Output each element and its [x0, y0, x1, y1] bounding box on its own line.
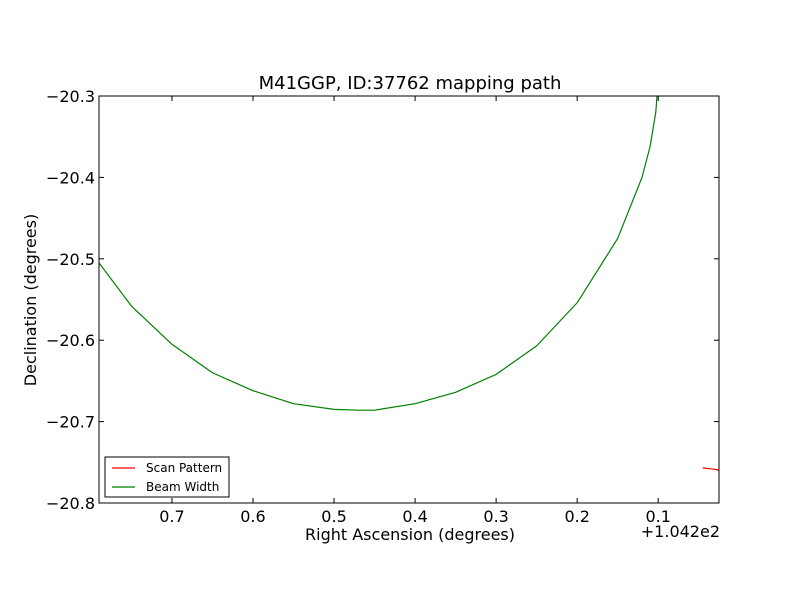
y-tick-label: −20.3 — [46, 87, 95, 106]
y-axis-label: Declination (degrees) — [21, 214, 40, 386]
y-tick-label: −20.5 — [46, 250, 95, 269]
x-axis-label: Right Ascension (degrees) — [305, 525, 515, 544]
y-tick-label: −20.6 — [46, 331, 95, 350]
x-tick-label: 0.1 — [645, 507, 670, 526]
x-tick-label: 0.3 — [483, 507, 508, 526]
legend: Scan Pattern Beam Width — [104, 456, 230, 498]
x-axis-offset-label: +1.042e2 — [641, 522, 720, 541]
legend-label-scan-pattern: Scan Pattern — [146, 461, 222, 475]
x-tick-label: 0.6 — [240, 507, 265, 526]
series-layer — [99, 96, 719, 472]
legend-box — [104, 456, 230, 498]
x-tick-label: 0.7 — [159, 507, 184, 526]
x-tick-label: 0.5 — [321, 507, 346, 526]
y-tick-label: −20.8 — [46, 494, 95, 513]
x-tick-label: 0.4 — [402, 507, 427, 526]
y-axis-ticks: −20.3 −20.4 −20.5 −20.6 −20.7 −20.8 — [46, 87, 719, 513]
plot-area: 0.7 0.6 0.5 0.4 0.3 0.2 0.1 −20.3−20.4−20.5−20… — [46, 87, 720, 526]
chart-title: M41GGP, ID:37762 mapping path — [259, 73, 562, 94]
y-tick-label: −20.4 — [46, 168, 95, 187]
x-axis-ticks: 0.7 0.6 0.5 0.4 0.3 0.2 0.1 — [159, 96, 671, 526]
series-line-beam-width — [99, 96, 658, 411]
legend-label-beam-width: Beam Width — [146, 480, 219, 494]
series-line-scan-pattern — [702, 467, 719, 472]
y-tick-label: −20.7 — [46, 413, 95, 432]
plot-frame — [98, 95, 720, 504]
x-tick-label: 0.2 — [564, 507, 589, 526]
